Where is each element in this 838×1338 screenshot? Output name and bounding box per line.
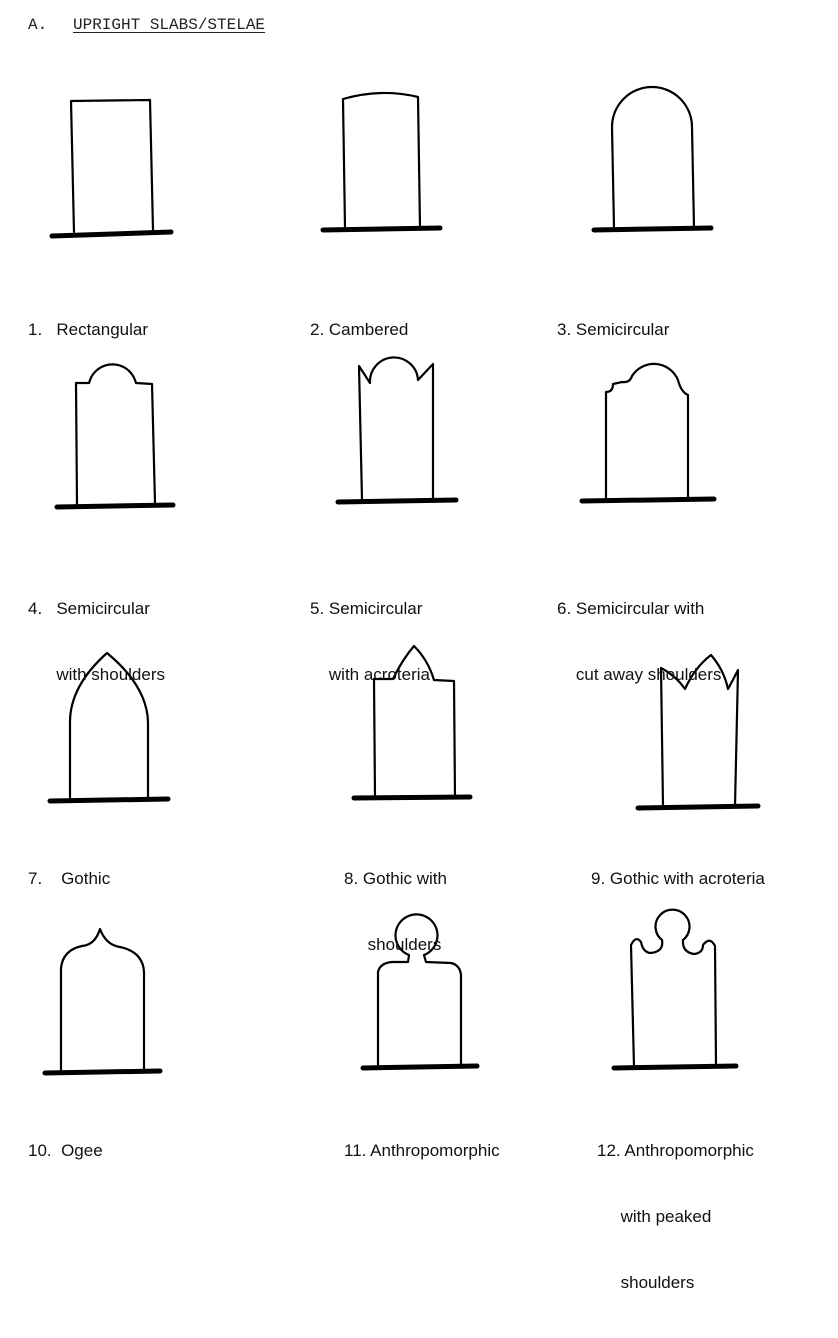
label-semicircular-cutaway: 6. Semicircular with cut away shoulders — [557, 599, 722, 684]
shape-gothic — [47, 651, 171, 804]
label-semicircular: 3. Semicircular — [557, 320, 670, 339]
shape-gothic-acroteria — [635, 653, 761, 811]
shape-semicircular-shoulders — [54, 363, 176, 510]
shape-semicircular-acroteria — [335, 356, 459, 505]
section-title: UPRIGHT SLABS/STELAE — [73, 16, 266, 34]
label-cambered: 2. Cambered — [310, 320, 409, 339]
label-semicircular-acroteria: 5. Semicircular with acroteria — [310, 599, 430, 684]
shape-rectangular — [49, 98, 174, 239]
label-anthropomorphic-peaked: 12. Anthropomorphic with peaked shoulder… — [597, 1141, 754, 1292]
label-gothic-shoulders: 8. Gothic with shoulders — [344, 869, 447, 954]
label-ogee: 10. Ogee — [28, 1141, 103, 1160]
shape-cambered — [320, 91, 443, 233]
stelae-diagram: A. UPRIGHT SLABS/STELAE — [28, 16, 765, 1292]
shape-semicircular — [591, 85, 714, 233]
label-rectangular: 1. Rectangular — [28, 320, 149, 339]
section-letter: A. — [28, 16, 48, 34]
shape-semicircular-cutaway — [579, 362, 717, 504]
shape-anthropomorphic-peaked — [611, 908, 739, 1071]
shape-ogee — [42, 927, 163, 1076]
label-semicircular-shoulders: 4. Semicircular with shoulders — [28, 599, 166, 684]
label-gothic: 7. Gothic — [28, 869, 111, 888]
shape-anthropomorphic — [360, 913, 480, 1071]
label-gothic-acroteria: 9. Gothic with acroteria — [591, 869, 765, 888]
label-anthropomorphic: 11. Anthropomorphic — [344, 1141, 500, 1160]
shape-gothic-shoulders — [351, 644, 473, 801]
shapes-canvas — [42, 85, 761, 1076]
